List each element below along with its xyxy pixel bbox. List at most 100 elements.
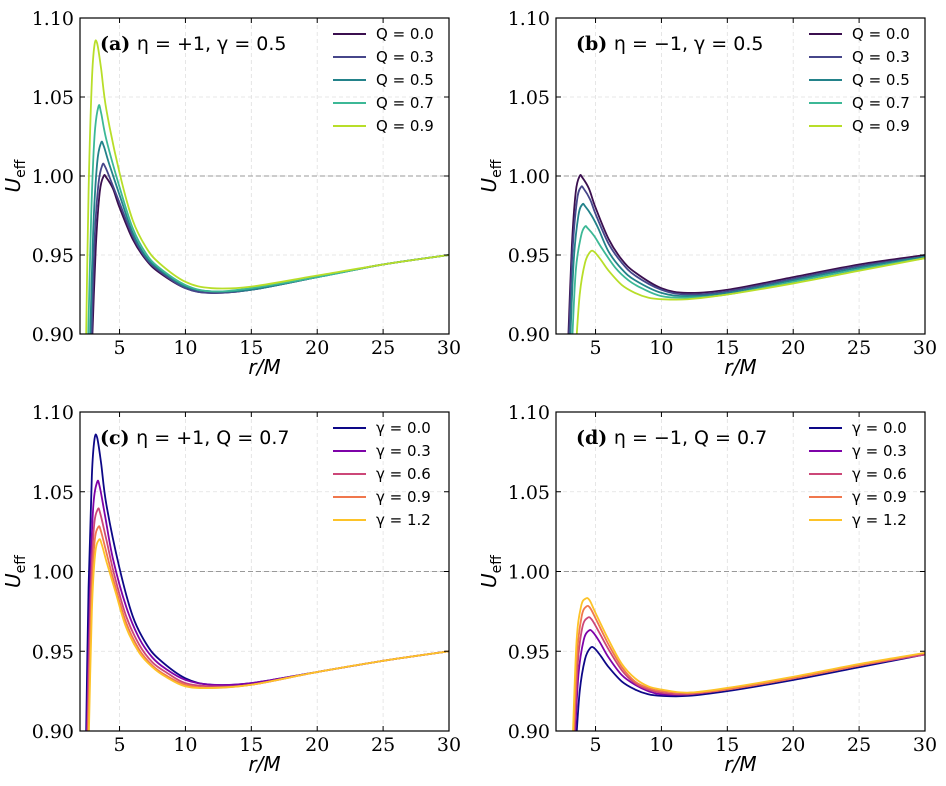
- y-axis-label: Ueff: [477, 159, 505, 192]
- x-tick-label: 10: [649, 337, 673, 359]
- legend-label: Q = 0.9: [376, 117, 434, 135]
- legend: γ = 0.0 γ = 0.3 γ = 0.6 γ = 0.9 γ = 1.2: [333, 419, 431, 529]
- y-tick-label: 0.90: [508, 324, 550, 346]
- panel-title: (c) η = +1, Q = 0.7: [100, 427, 289, 449]
- legend-label: γ = 0.3: [852, 442, 907, 460]
- x-axis-label: r/M: [724, 752, 756, 776]
- y-tick-label: 0.95: [508, 641, 550, 663]
- x-tick-label: 25: [847, 734, 871, 756]
- legend-label: Q = 0.5: [376, 71, 434, 89]
- y-tick-label: 0.95: [32, 641, 74, 663]
- legend-label: γ = 0.9: [852, 488, 907, 506]
- panel-a: 5 10 15 20 25 30 0.90 0.95 1.00 1.05 1.10 r/M Ueff (a…: [1, 8, 461, 379]
- panel-c: 5 10 15 20 25 30 0.90 0.95 1.00 1.05 1.10 r/M Ueff (c…: [1, 402, 461, 776]
- panel-d: 5 10 15 20 25 30 0.90 0.95 1.00 1.05 1.10 r/M Ueff (d…: [477, 402, 937, 776]
- series-line-2: [86, 507, 449, 731]
- legend-label: Q = 0.7: [376, 94, 434, 112]
- series-line-4: [572, 597, 925, 731]
- x-tick-label: 5: [113, 734, 125, 756]
- x-axis-label: r/M: [724, 355, 756, 379]
- legend-label: γ = 0.3: [376, 442, 431, 460]
- x-tick-label: 20: [305, 337, 329, 359]
- legend: Q = 0.0 Q = 0.3 Q = 0.5 Q = 0.7 Q = 0.9: [809, 25, 910, 135]
- x-tick-label: 5: [113, 337, 125, 359]
- x-tick-label: 15: [715, 337, 739, 359]
- series-group: [567, 174, 925, 334]
- series-group: [572, 597, 925, 731]
- series-line-2: [573, 616, 925, 731]
- x-tick-label: 10: [649, 734, 673, 756]
- y-tick-label: 1.05: [32, 87, 74, 109]
- y-tick-label: 1.10: [508, 402, 550, 424]
- y-axis-label: Ueff: [1, 555, 29, 588]
- x-tick-label: 15: [239, 337, 263, 359]
- series-group: [85, 39, 449, 334]
- y-axis-label: Ueff: [1, 159, 29, 192]
- x-tick-label: 10: [173, 337, 197, 359]
- series-line-0: [567, 174, 925, 334]
- x-tick-label: 15: [715, 734, 739, 756]
- x-tick-label: 30: [913, 734, 937, 756]
- x-tick-label: 30: [913, 337, 937, 359]
- y-tick-label: 1.10: [508, 8, 550, 30]
- x-tick-label: 5: [589, 734, 601, 756]
- series-line-3: [571, 225, 925, 334]
- legend: Q = 0.0 Q = 0.3 Q = 0.5 Q = 0.7 Q = 0.9: [333, 25, 434, 135]
- legend-label: Q = 0.5: [852, 71, 910, 89]
- y-tick-label: 0.95: [32, 245, 74, 267]
- series-line-4: [85, 39, 449, 334]
- y-tick-label: 1.05: [508, 87, 550, 109]
- x-axis-label: r/M: [248, 355, 280, 379]
- x-tick-label: 30: [437, 734, 461, 756]
- x-axis-label: r/M: [248, 752, 280, 776]
- legend: γ = 0.0 γ = 0.3 γ = 0.6 γ = 0.9 γ = 1.2: [809, 419, 907, 529]
- y-tick-label: 1.00: [32, 166, 74, 188]
- y-tick-label: 1.05: [32, 482, 74, 504]
- legend-label: γ = 1.2: [376, 511, 431, 529]
- series-line-3: [572, 604, 925, 731]
- x-tick-label: 25: [371, 337, 395, 359]
- y-tick-label: 1.00: [508, 562, 550, 584]
- legend-label: Q = 0.9: [852, 117, 910, 135]
- series-line-4: [575, 249, 925, 334]
- x-tick-label: 15: [239, 734, 263, 756]
- y-tick-label: 0.95: [508, 245, 550, 267]
- legend-label: γ = 0.0: [376, 419, 431, 437]
- legend-label: Q = 0.0: [852, 25, 910, 43]
- legend-label: Q = 0.0: [376, 25, 434, 43]
- y-tick-label: 1.10: [32, 402, 74, 424]
- x-tick-label: 25: [371, 734, 395, 756]
- y-axis-label: Ueff: [477, 555, 505, 588]
- series-line-4: [88, 538, 449, 731]
- series-line-3: [87, 104, 449, 334]
- series-line-0: [575, 645, 925, 731]
- panel-title: (a) η = +1, γ = 0.5: [100, 33, 287, 55]
- panel-title: (d) η = −1, Q = 0.7: [576, 427, 767, 449]
- legend-label: γ = 0.6: [376, 465, 431, 483]
- legend-label: Q = 0.3: [852, 48, 910, 66]
- series-line-2: [569, 202, 925, 334]
- series-line-1: [568, 185, 925, 334]
- x-tick-label: 20: [305, 734, 329, 756]
- x-tick-label: 20: [781, 337, 805, 359]
- legend-label: Q = 0.3: [376, 48, 434, 66]
- panel-b: 5 10 15 20 25 30 0.90 0.95 1.00 1.05 1.10 r/M Ueff (b…: [477, 8, 937, 379]
- x-tick-label: 20: [781, 734, 805, 756]
- y-tick-label: 0.90: [32, 324, 74, 346]
- legend-label: γ = 0.9: [376, 488, 431, 506]
- y-tick-label: 0.90: [32, 721, 74, 743]
- series-group: [85, 433, 449, 731]
- y-tick-label: 0.90: [508, 721, 550, 743]
- x-tick-label: 30: [437, 337, 461, 359]
- panel-title: (b) η = −1, γ = 0.5: [576, 33, 763, 55]
- y-tick-label: 1.00: [508, 166, 550, 188]
- y-tick-label: 1.10: [32, 8, 74, 30]
- legend-label: γ = 1.2: [852, 511, 907, 529]
- legend-label: Q = 0.7: [852, 94, 910, 112]
- y-tick-label: 1.00: [32, 562, 74, 584]
- legend-label: γ = 0.0: [852, 419, 907, 437]
- x-tick-label: 10: [173, 734, 197, 756]
- y-tick-label: 1.05: [508, 482, 550, 504]
- legend-label: γ = 0.6: [852, 465, 907, 483]
